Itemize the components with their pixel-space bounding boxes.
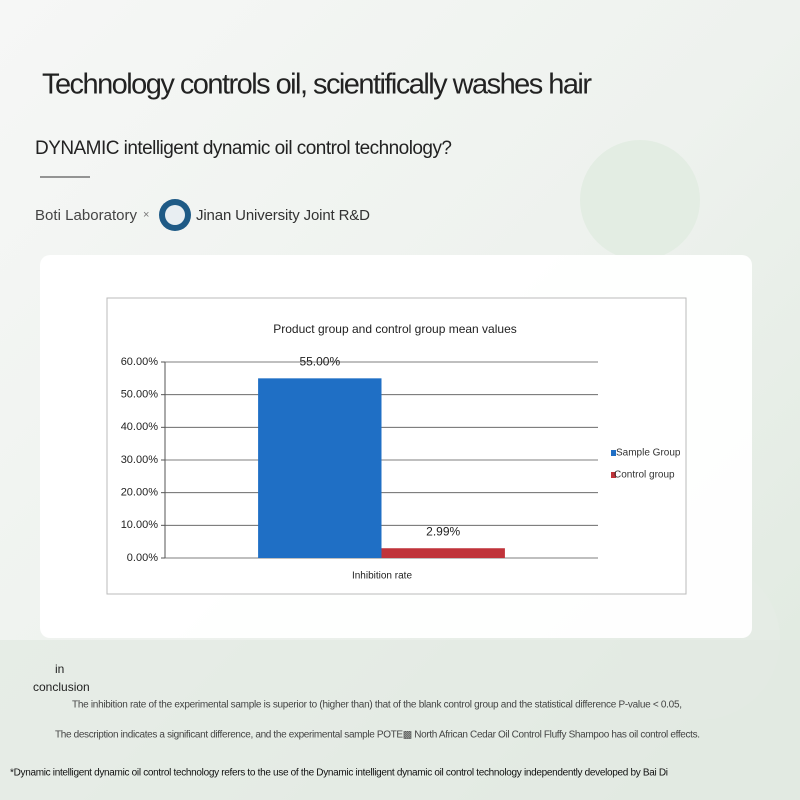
footnote: *Dynamic intelligent dynamic oil control… [10,768,668,779]
legend-swatch [611,450,616,456]
bar [381,548,505,558]
lab-name: Boti Laboratory [35,207,138,224]
bar [258,378,382,558]
legend-label: Sample Group [616,448,681,459]
x-axis-label: Inhibition rate [352,571,412,582]
chart-frame [106,297,687,595]
university-logo-inner [165,205,185,225]
conclusion-text: The inhibition rate of the experimental … [72,700,682,711]
page-subtitle: DYNAMIC intelligent dynamic oil control … [35,138,452,159]
conclusion-text: The description indicates a significant … [55,730,700,741]
bubble [580,140,700,260]
y-tick-label: 60.00% [121,356,159,368]
y-tick-label: 40.00% [121,421,159,433]
chart-title: Product group and control group mean val… [273,322,517,336]
conclusion-label: in [55,662,64,676]
conclusion-label: conclusion [33,680,90,694]
times-sign: × [143,209,149,221]
y-tick-label: 0.00% [127,552,158,564]
legend-label: Control group [614,470,675,481]
y-tick-label: 30.00% [121,454,159,466]
footer-band [0,640,800,800]
y-tick-label: 10.00% [121,519,159,531]
y-tick-label: 50.00% [121,389,159,401]
legend-swatch [611,472,616,478]
data-label: 55.00% [299,355,340,369]
chart: Product group and control group mean val… [121,322,681,581]
page-title: Technology controls oil, scientifically … [42,69,592,101]
partner-name: Jinan University Joint R&D [196,207,370,224]
y-tick-label: 20.00% [121,487,159,499]
data-label: 2.99% [426,524,460,538]
